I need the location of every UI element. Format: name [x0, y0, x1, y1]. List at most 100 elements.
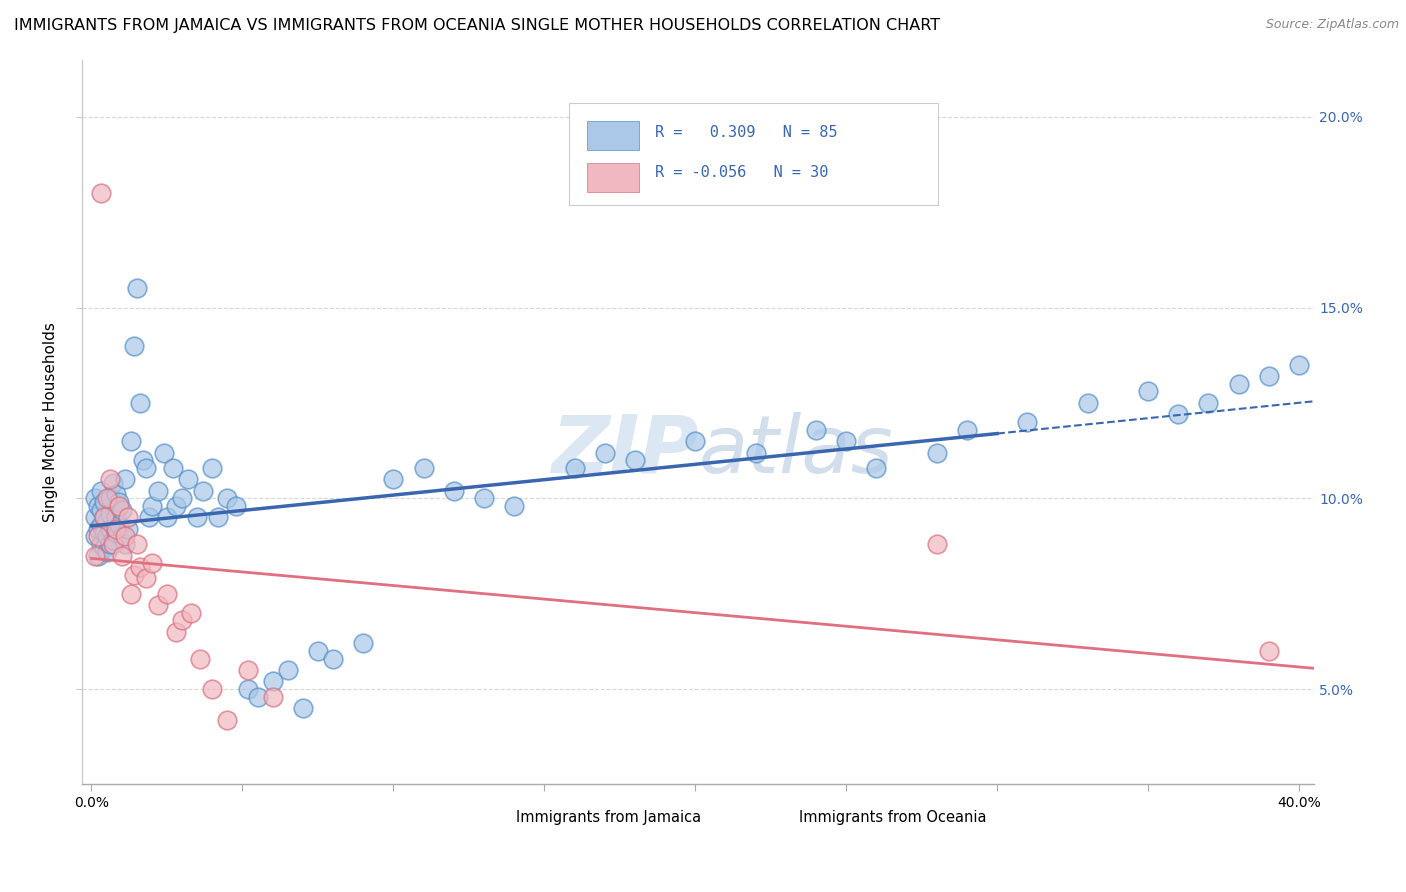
Point [96, 529, 118, 543]
Text: Immigrants from Oceania: Immigrants from Oceania [799, 810, 987, 825]
Point [217, 491, 239, 506]
Point [1017, 415, 1039, 429]
Point [146, 598, 169, 612]
Point [564, 460, 586, 475]
Point [93, 510, 115, 524]
Point [128, 396, 150, 410]
Point [135, 460, 157, 475]
Point [165, 624, 187, 639]
Point [188, 651, 211, 665]
Point [93, 541, 115, 555]
Point [83, 529, 105, 543]
Point [291, 701, 314, 715]
Point [96, 514, 118, 528]
Point [225, 499, 247, 513]
Point [744, 445, 766, 459]
Point [111, 529, 134, 543]
Point [117, 522, 139, 536]
Point [111, 549, 134, 563]
FancyBboxPatch shape [569, 103, 938, 204]
FancyBboxPatch shape [588, 162, 640, 192]
Point [101, 533, 124, 548]
Point [138, 510, 160, 524]
Point [412, 460, 434, 475]
Point [193, 483, 215, 498]
Point [382, 472, 405, 486]
Point [238, 681, 260, 696]
Point [170, 613, 193, 627]
Point [107, 518, 129, 533]
Point [93, 525, 115, 540]
Point [96, 544, 118, 558]
Point [90, 186, 112, 200]
Point [104, 525, 127, 540]
Point [98, 491, 121, 506]
Point [186, 510, 208, 524]
Point [1077, 396, 1099, 410]
Text: R = -0.056   N = 30: R = -0.056 N = 30 [655, 165, 828, 179]
Point [307, 644, 329, 658]
Point [114, 529, 136, 543]
Point [122, 567, 145, 582]
Point [246, 690, 269, 704]
Point [98, 522, 121, 536]
Point [925, 445, 948, 459]
Point [238, 663, 260, 677]
Point [1198, 396, 1220, 410]
Point [165, 499, 187, 513]
Point [98, 537, 121, 551]
FancyBboxPatch shape [754, 811, 790, 826]
Point [153, 445, 176, 459]
Point [111, 502, 134, 516]
Point [120, 434, 142, 448]
Point [83, 549, 105, 563]
Point [104, 510, 127, 524]
Point [107, 495, 129, 509]
Point [277, 663, 299, 677]
Point [93, 510, 115, 524]
Point [804, 423, 827, 437]
Text: Immigrants from Jamaica: Immigrants from Jamaica [516, 810, 702, 825]
Point [90, 537, 112, 551]
Text: ZIP: ZIP [551, 412, 699, 490]
Point [1288, 358, 1310, 372]
Point [141, 499, 163, 513]
Point [117, 510, 139, 524]
Text: Source: ZipAtlas.com: Source: ZipAtlas.com [1265, 18, 1399, 31]
Point [86, 529, 108, 543]
Point [170, 491, 193, 506]
Point [1257, 644, 1279, 658]
Point [865, 460, 887, 475]
Point [352, 636, 374, 650]
Point [120, 587, 142, 601]
Point [107, 499, 129, 513]
Text: atlas: atlas [699, 412, 893, 490]
Point [201, 681, 224, 696]
Point [835, 434, 858, 448]
FancyBboxPatch shape [471, 811, 508, 826]
Point [1227, 376, 1250, 391]
Point [86, 499, 108, 513]
Point [180, 606, 202, 620]
Point [262, 690, 284, 704]
Point [135, 571, 157, 585]
Point [104, 522, 127, 536]
Point [207, 510, 229, 524]
Point [128, 560, 150, 574]
Point [162, 460, 184, 475]
Point [146, 483, 169, 498]
Point [86, 549, 108, 563]
Point [93, 495, 115, 509]
Point [96, 491, 118, 506]
Point [86, 522, 108, 536]
Point [141, 556, 163, 570]
Point [101, 537, 124, 551]
Point [114, 537, 136, 551]
Point [125, 281, 148, 295]
Point [90, 518, 112, 533]
Point [90, 483, 112, 498]
Point [1167, 408, 1189, 422]
Point [156, 510, 179, 524]
Point [104, 487, 127, 501]
Point [217, 713, 239, 727]
